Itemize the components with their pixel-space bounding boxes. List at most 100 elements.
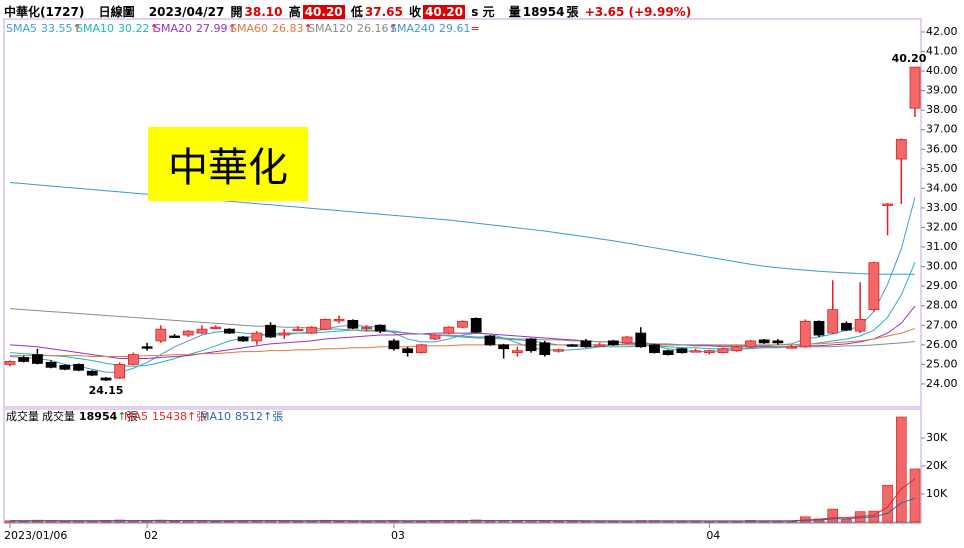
legend-value: 18954 xyxy=(79,410,118,423)
legend-value: 26.83 xyxy=(272,22,304,35)
legend-name: MA5 xyxy=(124,410,148,423)
y-tick-label: 24.00 xyxy=(926,377,958,390)
candle-body xyxy=(909,66,921,109)
candle-body xyxy=(635,332,647,348)
candle-body xyxy=(4,361,16,365)
x-tick-label: 04 xyxy=(706,529,720,542)
moving-average-line xyxy=(9,182,915,275)
y-tick-label: 39.00 xyxy=(926,84,958,97)
volume: 18954 xyxy=(522,5,565,19)
volume-bar xyxy=(841,519,852,523)
volume-bar xyxy=(909,468,921,523)
moving-average-line xyxy=(9,308,916,348)
volume-bar xyxy=(827,508,839,523)
candle-body xyxy=(594,344,606,347)
legend-value: 8512 xyxy=(235,410,263,423)
y-tick-label: 41.00 xyxy=(926,44,958,57)
legend-trend: ↑ xyxy=(304,22,313,35)
y-tick-label: 36.00 xyxy=(926,142,958,155)
candle-body xyxy=(306,326,318,334)
candle-body xyxy=(786,346,797,349)
legend-entry: 成交量 18954↑張 xyxy=(42,409,138,423)
legend-unit: 張 xyxy=(127,410,138,423)
candle-body xyxy=(141,346,153,349)
open-price: 38.10 xyxy=(244,5,283,19)
candle-body xyxy=(73,363,84,371)
candle-body xyxy=(470,318,482,333)
legend-trend: ↑ xyxy=(150,22,159,35)
candle-body xyxy=(196,328,208,334)
legend-value: 33.55 xyxy=(41,22,73,35)
legend-name: SMA20 xyxy=(154,22,192,35)
y-tick-label: 32.00 xyxy=(926,220,958,233)
legend-entry: SMA10 30.22↑ xyxy=(76,22,159,35)
candle-body xyxy=(182,330,194,336)
stock-label-box: 中華化 xyxy=(148,127,308,201)
candle-body xyxy=(45,362,57,368)
period: 日線圖 xyxy=(98,5,135,19)
volume-bar xyxy=(882,484,893,523)
candle-body xyxy=(292,328,304,332)
y-tick-label: 29.00 xyxy=(926,279,958,292)
moving-average-line xyxy=(10,328,916,358)
legend-name: SMA120 xyxy=(308,22,353,35)
candle-body xyxy=(703,350,715,354)
candle-body xyxy=(18,357,30,362)
legend-entry: SMA20 27.99↑ xyxy=(154,22,237,35)
legend-value: 29.61 xyxy=(439,22,471,35)
x-tick-label: 03 xyxy=(391,529,405,542)
volume-unit: 張 xyxy=(566,5,579,19)
legend-entry: MA5 15438↑張 xyxy=(124,410,207,423)
legend-value: 27.99 xyxy=(196,22,228,35)
candle-body xyxy=(895,139,907,160)
y-tick-label: 38.00 xyxy=(926,103,958,116)
volume-label: 量 xyxy=(508,5,521,19)
candle-body xyxy=(607,340,619,346)
legend-unit: 張 xyxy=(272,410,283,423)
legend-entry: MA10 8512↑張 xyxy=(200,410,283,423)
candle-body xyxy=(319,318,331,330)
candle-body xyxy=(539,342,551,355)
legend-trend: ↑ xyxy=(187,410,196,423)
stock-name: 中華化(1727) xyxy=(4,5,85,19)
legend-unit: 張 xyxy=(196,410,207,423)
y-tick-label: 40.00 xyxy=(926,64,958,77)
candle-body xyxy=(841,322,852,331)
y-tick-label: 27.00 xyxy=(926,318,958,331)
volume-bar xyxy=(553,520,564,523)
candle-body xyxy=(333,318,345,322)
candle-body xyxy=(745,340,756,348)
candle-body xyxy=(772,340,784,344)
legend-name: SMA60 xyxy=(230,22,268,35)
candle-body xyxy=(484,335,496,346)
volume-ma-line xyxy=(9,497,916,522)
low-price: 37.65 xyxy=(364,5,403,19)
y-tick-label: 42.00 xyxy=(926,25,958,38)
candle-body xyxy=(169,335,180,338)
x-tick-label: 02 xyxy=(144,529,158,542)
date: 2023/04/27 xyxy=(148,5,225,19)
candle-body xyxy=(100,377,112,381)
y-tick-label: 33.00 xyxy=(926,201,958,214)
currency: s 元 xyxy=(471,5,495,19)
legend-name: MA10 xyxy=(200,410,231,423)
y-tick-label: 30K xyxy=(926,431,948,444)
close-label: 收 xyxy=(409,5,422,19)
candle-body xyxy=(155,328,167,342)
moving-average-line xyxy=(9,197,916,373)
legend-entry: SMA5 33.55↑ xyxy=(6,22,82,35)
y-tick-label: 30.00 xyxy=(926,260,958,273)
candle-body xyxy=(265,324,276,338)
candle-body xyxy=(649,344,660,354)
legend-trend: = xyxy=(471,22,480,35)
candle-body xyxy=(690,350,702,353)
legend-value: 30.22 xyxy=(118,22,150,35)
candle-body xyxy=(662,350,674,355)
candle-body xyxy=(86,370,98,376)
legend-trend: ↑ xyxy=(73,22,82,35)
candle-body xyxy=(278,332,290,336)
candle-body xyxy=(402,348,414,354)
candle-body xyxy=(854,318,866,332)
candle-body xyxy=(758,339,770,344)
